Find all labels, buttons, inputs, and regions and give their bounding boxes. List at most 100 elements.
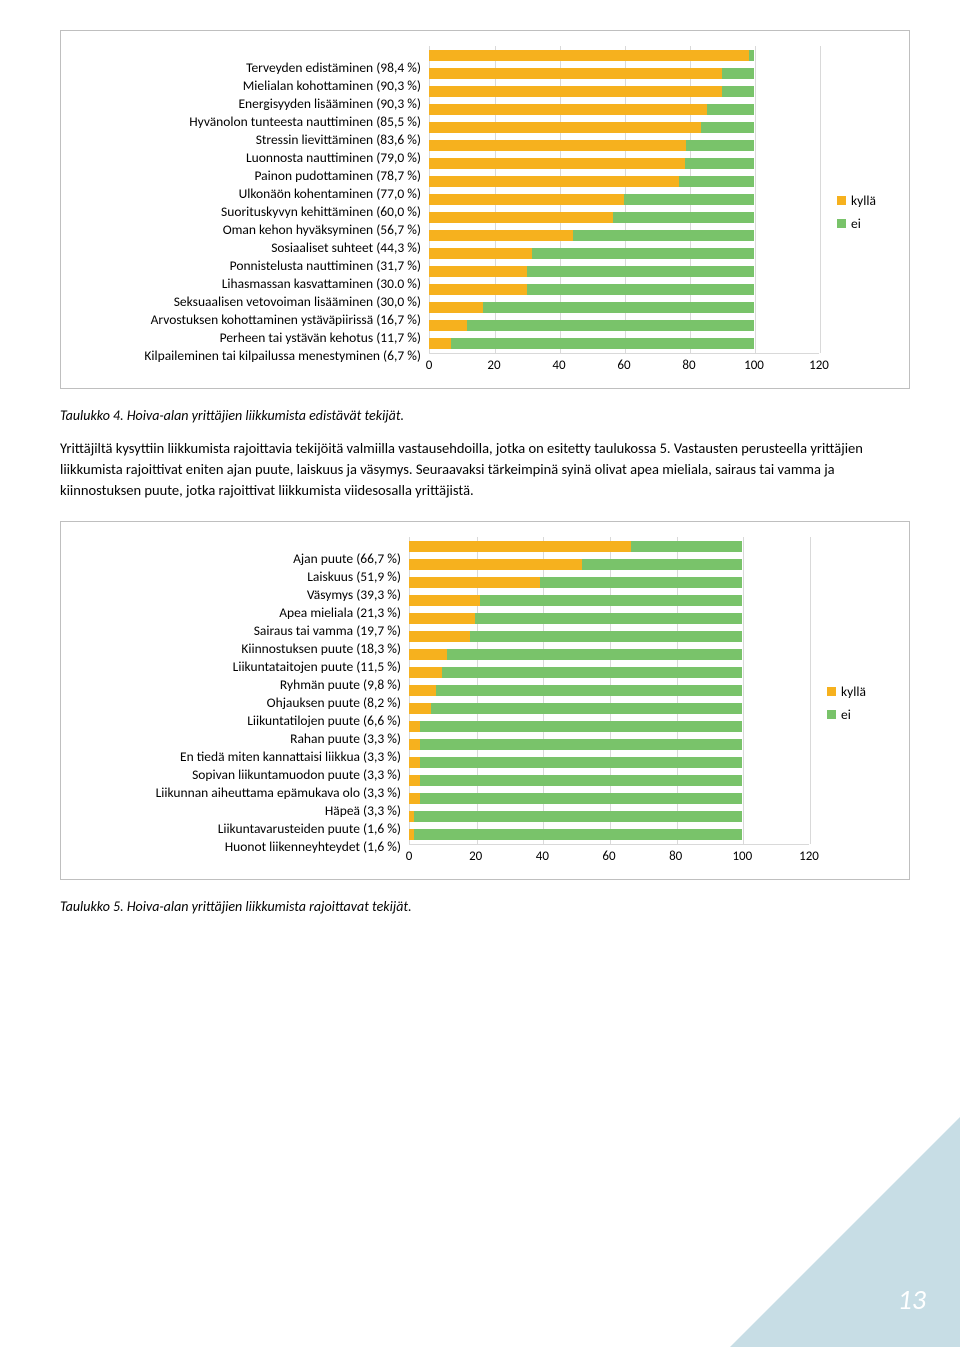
chart-row-label: Hyvänolon tunteesta nauttiminen (85,5 %)	[189, 113, 421, 131]
axis-tick: 80	[682, 358, 695, 373]
chart-row-label: Lihasmassan kasvattaminen (30.0 %)	[222, 275, 421, 293]
bar-segment-ei	[447, 649, 742, 660]
bar-segment-ei	[686, 140, 754, 151]
bar-row	[409, 663, 809, 681]
swatch-kylla	[837, 196, 846, 205]
bar-segment-kylla	[409, 541, 631, 552]
bar-segment-kylla	[429, 320, 467, 331]
caption-1: Taulukko 4. Hoiva-alan yrittäjien liikku…	[60, 407, 910, 424]
page-number: 13	[898, 1282, 926, 1317]
bar-segment-kylla	[409, 703, 431, 714]
chart-row-label: Huonot liikenneyhteydet (1,6 %)	[225, 838, 401, 856]
caption-2: Taulukko 5. Hoiva-alan yrittäjien liikku…	[60, 898, 910, 915]
bar-row	[429, 280, 819, 298]
chart-row-label: Sosiaaliset suhteet (44,3 %)	[271, 239, 421, 257]
bar-segment-ei	[582, 559, 742, 570]
bar-row	[429, 208, 819, 226]
bar-segment-kylla	[409, 757, 420, 768]
bar-segment-kylla	[409, 595, 480, 606]
chart-row-label: En tiedä miten kannattaisi liikkua (3,3 …	[180, 748, 401, 766]
bar-segment-ei	[701, 122, 754, 133]
swatch-ei	[837, 219, 846, 228]
bar-segment-ei	[540, 577, 742, 588]
chart-row-label: Liikuntatilojen puute (6,6 %)	[247, 712, 401, 730]
chart-row-label: Ohjauksen puute (8,2 %)	[267, 694, 401, 712]
bar-segment-ei	[527, 284, 755, 295]
chart-row-label: Terveyden edistäminen (98,4 %)	[246, 59, 421, 77]
bar-row	[429, 118, 819, 136]
bar-segment-kylla	[429, 104, 707, 115]
bar-segment-kylla	[429, 140, 686, 151]
chart-2-labels: Ajan puute (66,7 %)Laiskuus (51,9 %)Väsy…	[81, 550, 401, 856]
legend-item-kylla: kyllä	[837, 192, 876, 209]
bar-segment-kylla	[409, 685, 436, 696]
legend-label-ei: ei	[841, 706, 851, 723]
bar-row	[409, 717, 809, 735]
axis-tick: 40	[536, 849, 549, 864]
chart-2-plot: 020406080100120	[409, 537, 809, 869]
swatch-ei	[827, 710, 836, 719]
bar-row	[429, 82, 819, 100]
bar-row	[409, 807, 809, 825]
bar-row	[409, 681, 809, 699]
bar-segment-ei	[722, 68, 754, 79]
bar-segment-kylla	[409, 559, 582, 570]
axis-tick: 0	[426, 358, 433, 373]
bar-segment-ei	[436, 685, 742, 696]
chart-row-label: Rahan puute (3,3 %)	[290, 730, 401, 748]
chart-row-label: Apea mieliala (21,3 %)	[279, 604, 401, 622]
axis-tick: 40	[552, 358, 565, 373]
bar-row	[409, 573, 809, 591]
bar-row	[429, 244, 819, 262]
bar-row	[409, 591, 809, 609]
bar-row	[429, 298, 819, 316]
bar-segment-ei	[532, 248, 754, 259]
bar-row	[429, 172, 819, 190]
chart-row-label: Suorituskyvyn kehittäminen (60,0 %)	[221, 203, 421, 221]
chart-row-label: Väsymys (39,3 %)	[307, 586, 401, 604]
chart-row-label: Stressin lievittäminen (83,6 %)	[256, 131, 421, 149]
chart-row-label: Kilpaileminen tai kilpailussa menestymin…	[144, 347, 421, 365]
axis-tick: 0	[406, 849, 413, 864]
body-paragraph: Yrittäjiltä kysyttiin liikkumista rajoit…	[60, 438, 910, 501]
chart-row-label: Sopivan liikuntamuodon puute (3,3 %)	[192, 766, 401, 784]
bar-segment-kylla	[409, 577, 540, 588]
bar-row	[429, 334, 819, 352]
bar-segment-ei	[451, 338, 754, 349]
bar-segment-ei	[420, 793, 742, 804]
chart-1-labels: Terveyden edistäminen (98,4 %)Mielialan …	[81, 59, 421, 365]
axis-tick: 20	[469, 849, 482, 864]
axis-tick: 100	[744, 358, 764, 373]
bar-segment-ei	[431, 703, 742, 714]
bar-segment-ei	[749, 50, 754, 61]
chart-row-label: Liikuntavarusteiden puute (1,6 %)	[218, 820, 401, 838]
chart-row-label: Oman kehon hyväksyminen (56,7 %)	[223, 221, 421, 239]
bar-segment-kylla	[429, 266, 527, 277]
bar-segment-ei	[420, 775, 742, 786]
bar-segment-ei	[527, 266, 755, 277]
bar-row	[429, 46, 819, 64]
axis-tick: 60	[617, 358, 630, 373]
axis-tick: 100	[732, 849, 752, 864]
axis-tick: 60	[602, 849, 615, 864]
axis-tick: 20	[487, 358, 500, 373]
chart-row-label: Ajan puute (66,7 %)	[293, 550, 401, 568]
legend-item-ei: ei	[827, 706, 866, 723]
bar-segment-kylla	[409, 739, 420, 750]
bar-segment-kylla	[429, 230, 573, 241]
bar-segment-kylla	[429, 50, 749, 61]
bar-segment-ei	[475, 613, 743, 624]
bar-segment-kylla	[429, 302, 483, 313]
bar-row	[429, 226, 819, 244]
chart-row-label: Kiinnostuksen puute (18,3 %)	[241, 640, 401, 658]
legend-label-ei: ei	[851, 215, 861, 232]
chart-row-label: Energisyyden lisääminen (90,3 %)	[238, 95, 421, 113]
bar-row	[429, 154, 819, 172]
bar-segment-ei	[420, 721, 742, 732]
axis-tick: 80	[669, 849, 682, 864]
bar-segment-kylla	[409, 649, 447, 660]
chart-row-label: Ponnistelusta nauttiminen (31,7 %)	[230, 257, 421, 275]
chart-row-label: Liikuntataitojen puute (11,5 %)	[233, 658, 401, 676]
bar-segment-kylla	[429, 284, 527, 295]
bar-segment-kylla	[409, 631, 470, 642]
